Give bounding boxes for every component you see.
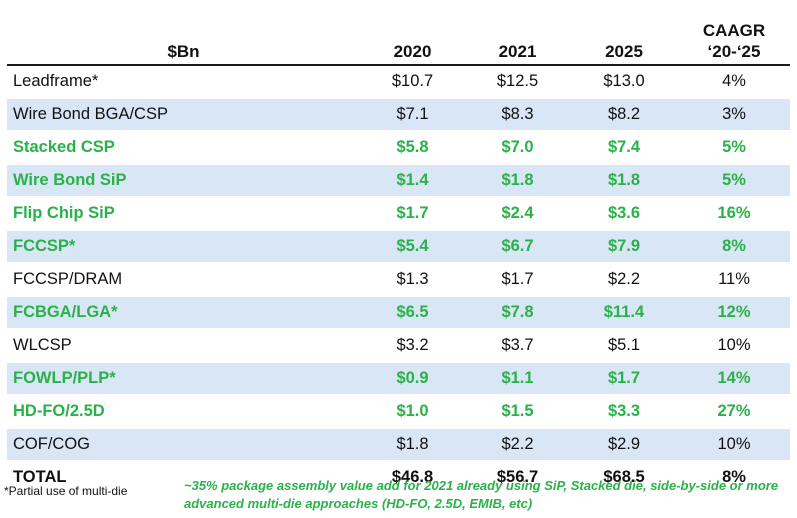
value-caagr: 4% [678, 65, 790, 99]
footnote: *Partial use of multi-die [4, 484, 128, 498]
row-label: FCCSP/DRAM [7, 263, 360, 297]
row-label: COF/COG [7, 428, 360, 462]
total-value-2021: $56.7 [465, 460, 570, 494]
value-2020: $1.7 [360, 197, 465, 231]
value-2025: $8.2 [570, 98, 678, 132]
assembly-note: ~35% package assembly value add for 2021… [184, 478, 779, 511]
value-2020: $6.5 [360, 296, 465, 330]
package-market-table: $Bn 2020 2021 2025 CAAGR ‘20-‘25 Leadfra… [7, 0, 790, 494]
value-2021: $2.4 [465, 197, 570, 231]
value-2025: $13.0 [570, 65, 678, 99]
value-2020: $10.7 [360, 65, 465, 99]
table-body: Leadframe* $10.7 $12.5 $13.0 4% Wire Bond BGA… [7, 65, 790, 494]
value-2025: $11.4 [570, 296, 678, 330]
table-row: Leadframe* $10.7 $12.5 $13.0 4% [7, 65, 790, 99]
value-caagr: 5% [678, 164, 790, 198]
header-caagr: CAAGR ‘20-‘25 [678, 0, 790, 66]
value-caagr: 12% [678, 296, 790, 330]
row-label: FOWLP/PLP* [7, 362, 360, 396]
value-caagr: 10% [678, 428, 790, 462]
value-caagr: 27% [678, 395, 790, 429]
table-row: HD-FO/2.5D $1.0 $1.5 $3.3 27% [7, 395, 790, 429]
table-row: FCCSP* $5.4 $6.7 $7.9 8% [7, 230, 790, 264]
value-2021: $1.5 [465, 395, 570, 429]
row-label: Leadframe* [7, 65, 360, 99]
header-caagr-line1: CAAGR [702, 21, 766, 40]
value-2021: $1.1 [465, 362, 570, 396]
value-2020: $1.0 [360, 395, 465, 429]
table-header-row: $Bn 2020 2021 2025 CAAGR ‘20-‘25 [7, 0, 790, 66]
value-2021: $3.7 [465, 329, 570, 363]
value-2021: $12.5 [465, 65, 570, 99]
table-row: COF/COG $1.8 $2.2 $2.9 10% [7, 428, 790, 462]
value-2025: $3.3 [570, 395, 678, 429]
header-caagr-line2: ‘20-‘25 [707, 42, 761, 61]
value-2025: $2.9 [570, 428, 678, 462]
total-row: TOTAL $46.8 $56.7 $68.5 8% [7, 460, 790, 494]
total-value-2025: $68.5 [570, 460, 678, 494]
total-value-caagr: 8% [678, 460, 790, 494]
value-2021: $1.7 [465, 263, 570, 297]
row-label: Wire Bond BGA/CSP [7, 98, 360, 132]
row-label: Stacked CSP [7, 131, 360, 165]
row-label: FCCSP* [7, 230, 360, 264]
row-label: WLCSP [7, 329, 360, 363]
table-row: FCCSP/DRAM $1.3 $1.7 $2.2 11% [7, 263, 790, 297]
value-2025: $5.1 [570, 329, 678, 363]
value-caagr: 14% [678, 362, 790, 396]
value-caagr: 10% [678, 329, 790, 363]
value-2025: $1.7 [570, 362, 678, 396]
value-2025: $3.6 [570, 197, 678, 231]
table-row: WLCSP $3.2 $3.7 $5.1 10% [7, 329, 790, 363]
value-2021: $1.8 [465, 164, 570, 198]
value-caagr: 16% [678, 197, 790, 231]
row-label: Wire Bond SiP [7, 164, 360, 198]
total-value-2020: $46.8 [360, 460, 465, 494]
header-2020: 2020 [360, 0, 465, 66]
value-caagr: 11% [678, 263, 790, 297]
value-2020: $1.4 [360, 164, 465, 198]
value-2021: $8.3 [465, 98, 570, 132]
row-label: HD-FO/2.5D [7, 395, 360, 429]
header-2025: 2025 [570, 0, 678, 66]
value-2025: $1.8 [570, 164, 678, 198]
value-2021: $7.0 [465, 131, 570, 165]
header-bn: $Bn [7, 0, 360, 66]
value-2025: $7.4 [570, 131, 678, 165]
value-2021: $7.8 [465, 296, 570, 330]
value-caagr: 5% [678, 131, 790, 165]
value-2020: $5.8 [360, 131, 465, 165]
value-2025: $2.2 [570, 263, 678, 297]
table-row: Stacked CSP $5.8 $7.0 $7.4 5% [7, 131, 790, 165]
value-2020: $1.3 [360, 263, 465, 297]
header-2021: 2021 [465, 0, 570, 66]
value-caagr: 3% [678, 98, 790, 132]
value-caagr: 8% [678, 230, 790, 264]
table-row: FCBGA/LGA* $6.5 $7.8 $11.4 12% [7, 296, 790, 330]
value-2025: $7.9 [570, 230, 678, 264]
row-label: FCBGA/LGA* [7, 296, 360, 330]
row-label: Flip Chip SiP [7, 197, 360, 231]
value-2021: $2.2 [465, 428, 570, 462]
total-row-label: TOTAL [7, 460, 360, 494]
value-2020: $3.2 [360, 329, 465, 363]
value-2020: $7.1 [360, 98, 465, 132]
package-market-table-container: $Bn 2020 2021 2025 CAAGR ‘20-‘25 Leadfra… [7, 0, 790, 494]
table-row: FOWLP/PLP* $0.9 $1.1 $1.7 14% [7, 362, 790, 396]
table-row: Wire Bond SiP $1.4 $1.8 $1.8 5% [7, 164, 790, 198]
table-row: Flip Chip SiP $1.7 $2.4 $3.6 16% [7, 197, 790, 231]
value-2021: $6.7 [465, 230, 570, 264]
table-row: Wire Bond BGA/CSP $7.1 $8.3 $8.2 3% [7, 98, 790, 132]
value-2020: $0.9 [360, 362, 465, 396]
value-2020: $5.4 [360, 230, 465, 264]
value-2020: $1.8 [360, 428, 465, 462]
